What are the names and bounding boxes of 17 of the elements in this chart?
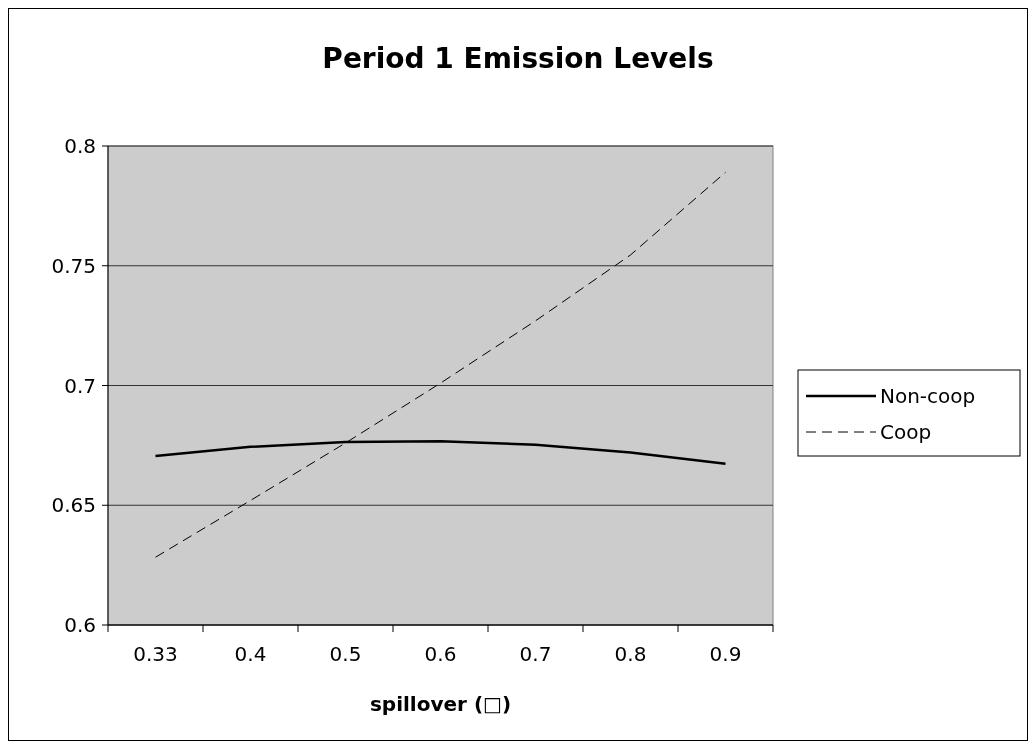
y-tick-label: 0.6 [64,613,96,637]
x-tick-label: 0.5 [329,642,362,666]
y-tick-label: 0.8 [64,134,96,158]
x-tick-label: 0.6 [424,642,457,666]
y-tick-label: 0.7 [64,373,96,398]
y-tick-label: 0.65 [51,493,96,518]
x-tick-label: 0.4 [234,642,267,666]
x-tick-label: 0.7 [519,642,552,666]
line-series [155,171,726,558]
x-tick-label: 0.9 [709,642,742,666]
x-tick-label: 0.33 [133,642,178,666]
y-tick-label: 0.75 [51,253,96,278]
chart-title: Period 1 Emission Levels [322,42,714,75]
legend-label: Non-coop [880,384,976,408]
legend-label: Coop [880,420,932,444]
x-tick-label: 0.8 [614,642,647,666]
x-axis-title: spillover (□) [369,692,512,716]
